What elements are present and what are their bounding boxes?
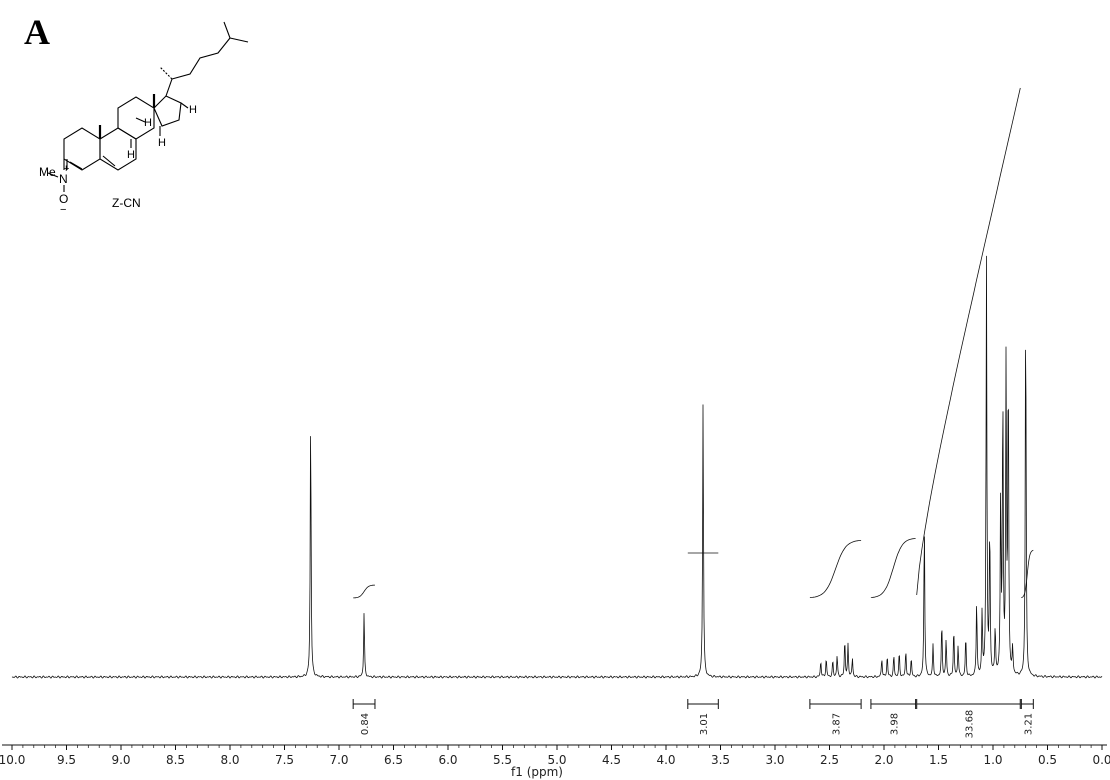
n-me-bond xyxy=(47,172,59,178)
x-tick-label-13: 3.5 xyxy=(711,753,730,767)
x-tick-label-19: 0.5 xyxy=(1038,753,1057,767)
x-tick-label-10: 5.0 xyxy=(547,753,566,767)
integral-label-5: 3.21 xyxy=(1023,713,1034,735)
chemical-structure xyxy=(47,21,249,192)
integral-curve-3 xyxy=(870,538,916,598)
plus-charge-label: + xyxy=(63,163,69,175)
isopropyl-b xyxy=(223,21,231,39)
h-stub-c17 xyxy=(180,102,189,109)
x-tick-label-0: 10.0 xyxy=(0,753,25,767)
plot-area: 0.84 3.01 3.87 3.98 33.68 3.21 10.0 9.5 9.0 8.5 8.… xyxy=(0,87,1110,767)
hydrogen-label-c9: H xyxy=(127,149,135,161)
isopropyl-a xyxy=(229,37,249,43)
nitrogen-label: N xyxy=(59,172,68,186)
panel-label: A xyxy=(24,12,50,52)
integral-label-0: 0.84 xyxy=(360,713,371,735)
integral-curve-5 xyxy=(1021,549,1034,599)
spectrum-trace xyxy=(11,255,1103,679)
side-chain-2 xyxy=(171,37,231,80)
compound-name: Z-CN xyxy=(112,196,141,210)
x-tick-label-16: 2.0 xyxy=(874,753,893,767)
x-tick-label-2: 9.0 xyxy=(111,753,130,767)
x-tick-label-12: 4.0 xyxy=(656,753,675,767)
side-chain-1 xyxy=(165,78,173,97)
x-axis-title: f1 (ppm) xyxy=(511,765,563,779)
x-tick-label-18: 1.0 xyxy=(983,753,1002,767)
x-tick-label-20: 0.0 xyxy=(1092,753,1110,767)
x-tick-label-15: 2.5 xyxy=(820,753,839,767)
x-tick-label-8: 6.0 xyxy=(438,753,457,767)
hydrogen-label-c14: H xyxy=(158,137,166,149)
x-tick-label-9: 5.5 xyxy=(493,753,512,767)
integral-curve-4 xyxy=(916,87,1021,596)
oxygen-label: O xyxy=(59,192,68,206)
double-bond-c3 xyxy=(69,161,83,170)
integral-curve-2 xyxy=(809,540,862,598)
ring-d xyxy=(153,95,182,127)
x-tick-label-7: 6.5 xyxy=(384,753,403,767)
side-chain-methyl xyxy=(159,66,173,80)
minus-charge-label: − xyxy=(60,204,66,216)
x-tick-label-1: 9.5 xyxy=(57,753,76,767)
x-tick-label-3: 8.5 xyxy=(166,753,185,767)
integral-label-3: 3.98 xyxy=(889,713,900,735)
integral-curve-0 xyxy=(353,584,375,599)
x-tick-label-14: 3.0 xyxy=(765,753,784,767)
hydrogen-label-c8: H xyxy=(144,117,152,129)
h-stub-c8 xyxy=(135,117,146,123)
integral-label-2: 3.87 xyxy=(831,713,842,735)
x-tick-label-11: 4.5 xyxy=(602,753,621,767)
methyl-label: Me xyxy=(39,165,56,179)
x-tick-label-6: 7.0 xyxy=(329,753,348,767)
integral-label-1: 3.01 xyxy=(699,713,710,735)
x-tick-label-5: 7.5 xyxy=(275,753,294,767)
hydrogen-label-c17: H xyxy=(189,104,197,116)
double-bond-c4 xyxy=(102,155,116,167)
x-tick-label-17: 1.5 xyxy=(929,753,948,767)
integral-label-4: 33.68 xyxy=(964,710,975,739)
x-tick-label-4: 8.0 xyxy=(220,753,239,767)
